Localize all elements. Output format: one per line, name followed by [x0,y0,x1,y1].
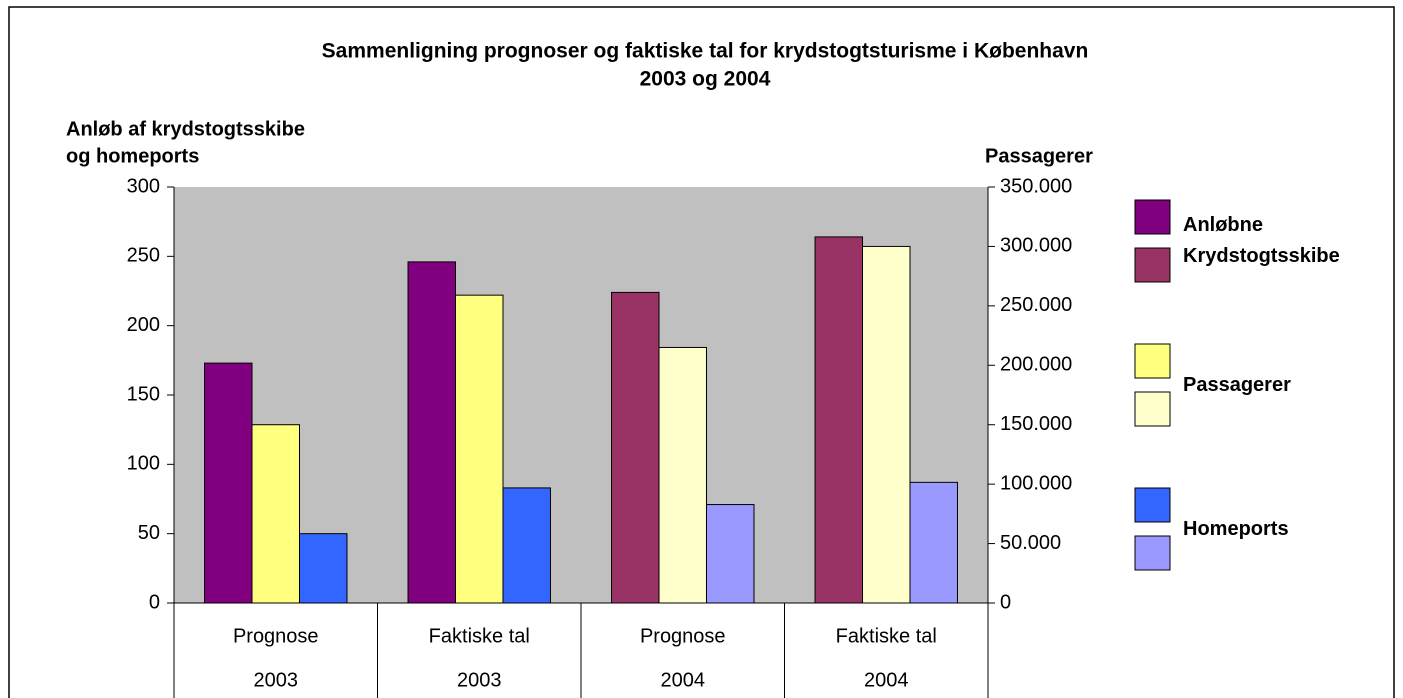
y-tick-label: 300 [127,175,160,197]
y-tick-label: 250 [127,245,160,267]
bar [251,424,300,604]
x-group-label: 2003 [457,669,502,691]
bar [909,481,958,604]
legend-swatch [1134,247,1171,283]
bar [862,245,911,604]
y-tick-label: 100 [127,453,160,475]
y-tick-label: 150 [127,383,160,405]
y2-tick-label: 50.000 [1000,532,1061,554]
x-tick-label: Faktiske tal [429,625,530,647]
y2-tick-label: 200.000 [1000,354,1072,376]
bar [658,346,707,604]
x-tick-label: Faktiske tal [836,625,937,647]
y-axis-label: Anløb af krydstogtsskibe [66,118,305,140]
bar [298,533,348,604]
x-group-label: 2003 [254,669,299,691]
legend-swatch [1134,343,1171,379]
bar [814,236,864,604]
x-tick-label: Prognose [640,625,726,647]
legend-label: Anløbne Krydstogtsskibe [1183,214,1340,267]
y2-tick-label: 250.000 [1000,294,1072,316]
y-tick-label: 50 [138,522,160,544]
bar [204,362,253,604]
legend-swatch [1134,391,1171,427]
y-tick-label: 200 [127,314,160,336]
y2-axis-label: Passagerer [985,145,1093,167]
legend-label: Passagerer [1183,373,1291,396]
y-axis-label: og homeports [66,145,199,167]
legend-label: Homeports [1183,517,1289,540]
bar [407,261,457,604]
chart-title: Sammenligning prognoser og faktiske tal … [322,40,1089,63]
y2-tick-label: 300.000 [1000,235,1072,257]
legend-swatch [1134,199,1171,235]
x-group-label: 2004 [864,669,909,691]
legend-swatch [1134,535,1171,571]
y-tick-label: 0 [149,591,160,613]
x-group-label: 2004 [661,669,706,691]
bar [455,294,504,604]
bar [705,504,755,604]
frame [8,6,1395,698]
y2-tick-label: 150.000 [1000,413,1072,435]
y2-tick-label: 100.000 [1000,472,1072,494]
y2-tick-label: 350.000 [1000,175,1072,197]
chart-title: 2003 og 2004 [640,68,771,91]
x-tick-label: Prognose [233,625,319,647]
bar [611,291,660,604]
y2-tick-label: 0 [1000,591,1011,613]
bar [502,487,551,604]
legend-swatch [1134,487,1171,523]
